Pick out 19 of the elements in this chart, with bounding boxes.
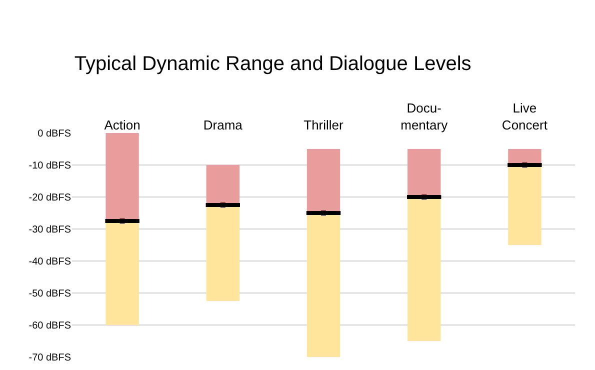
point (120, 218, 125, 224)
point (321, 210, 326, 216)
y-tick-label: -20 dBFS (28, 192, 72, 204)
x-tick-label: Live Concert (502, 100, 548, 132)
y-tick-label: -40 dBFS (28, 256, 72, 268)
point (522, 162, 528, 168)
y-tick-label: -30 dBFS (28, 224, 72, 236)
y-tick-label: -10 dBFS (28, 160, 72, 172)
x-tick-label: Action (104, 117, 140, 132)
x-tick-label: Docu- mentary (400, 100, 448, 132)
chart-title: Typical Dynamic Range and Dialogue Levels (74, 52, 472, 75)
point (220, 202, 226, 208)
x-tick-label: Thriller (304, 117, 344, 132)
point (422, 194, 427, 200)
x-tick-label: Drama (203, 117, 244, 132)
y-tick-label: -50 dBFS (28, 288, 72, 300)
y-tick-label: 0 dBFS (38, 128, 72, 140)
y-tick-label: -60 dBFS (28, 320, 72, 332)
y-tick-label: -70 dBFS (28, 352, 72, 364)
